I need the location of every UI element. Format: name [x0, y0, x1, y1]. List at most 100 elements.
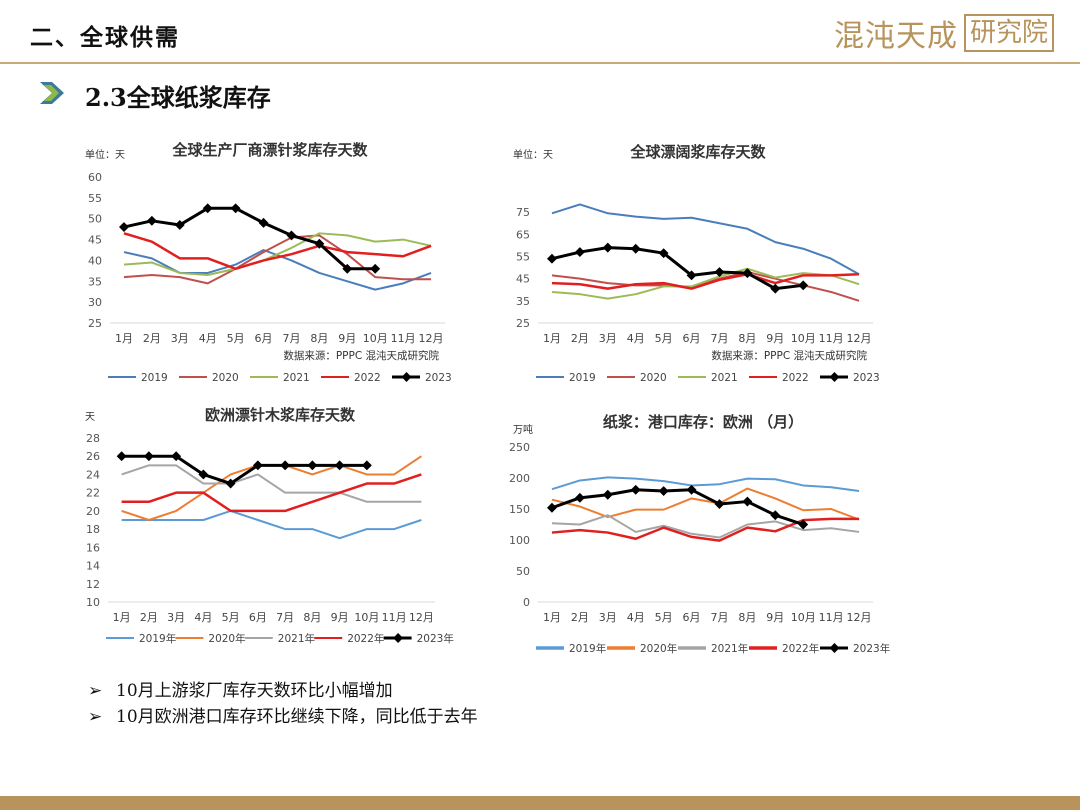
chart-title: 全球生产厂商漂针浆库存天数	[171, 141, 368, 159]
x-tick-label: 6月	[683, 332, 701, 345]
y-tick-label: 20	[86, 505, 100, 518]
x-tick-label: 4月	[194, 611, 212, 624]
y-tick-label: 50	[88, 213, 102, 226]
x-tick-label: 8月	[738, 332, 756, 345]
x-tick-label: 11月	[382, 611, 407, 624]
x-tick-label: 3月	[599, 332, 617, 345]
x-tick-label: 7月	[276, 611, 294, 624]
data-point-marker	[370, 263, 381, 274]
x-tick-label: 1月	[543, 332, 561, 345]
footer-band	[0, 796, 1080, 810]
series-line-2020	[123, 234, 432, 285]
y-tick-label: 24	[86, 468, 100, 481]
section-title: 2.3全球纸浆库存	[85, 83, 271, 112]
bullet-text: 10月上游浆厂库存天数环比小幅增加	[116, 681, 393, 701]
x-tick-label: 8月	[310, 332, 328, 345]
y-tick-label: 75	[516, 206, 530, 219]
series-line-2023	[551, 246, 804, 291]
x-tick-label: 5月	[227, 332, 245, 345]
series-line-2021	[551, 267, 860, 300]
x-tick-label: 6月	[683, 611, 701, 624]
x-tick-label: 3月	[171, 332, 189, 345]
data-point-marker	[202, 203, 213, 214]
legend-marker	[829, 643, 840, 653]
y-tick-label: 35	[516, 295, 530, 308]
y-tick-label: 22	[86, 487, 100, 500]
x-tick-label: 10月	[354, 611, 379, 624]
x-tick-label: 9月	[331, 611, 349, 624]
data-point-marker	[146, 215, 157, 226]
page-title: 二、全球供需	[30, 24, 180, 51]
unit-label: 万吨	[513, 423, 533, 436]
data-point-marker	[174, 220, 185, 230]
y-tick-label: 55	[88, 192, 102, 205]
x-tick-label: 1月	[115, 332, 133, 345]
data-point-marker	[630, 243, 641, 254]
data-point-marker	[574, 492, 585, 503]
y-tick-label: 40	[88, 254, 102, 267]
x-tick-label: 12月	[847, 611, 872, 624]
x-tick-label: 5月	[222, 611, 240, 624]
data-point-marker	[602, 242, 613, 253]
data-point-marker	[143, 451, 154, 462]
data-point-marker	[280, 460, 291, 471]
unit-label: 单位：天	[85, 148, 125, 161]
x-tick-label: 11月	[391, 332, 416, 345]
legend-label: 2019年	[569, 642, 606, 655]
chart-global-hardwood-inventory: 全球漂阔浆库存天数 单位：天 25 35 45 55 65 75 1月 2月 3月 4月 5月 6月 7月 8…	[513, 143, 880, 384]
chart-global-softwood-inventory: 全球生产厂商漂针浆库存天数 单位：天 25 30 35 40 45 50 55 60 1月 2月 3月 4…	[85, 141, 452, 384]
y-tick-label: 28	[86, 432, 100, 445]
x-tick-label: 5月	[655, 332, 673, 345]
x-tick-label: 3月	[599, 611, 617, 624]
x-tick-label: 1月	[113, 611, 131, 624]
series-line-2019年	[121, 509, 422, 540]
legend-label: 2022	[354, 372, 381, 384]
x-tick-label: 9月	[338, 332, 356, 345]
legend-label: 2023	[853, 372, 880, 384]
y-tick-label: 10	[86, 596, 100, 609]
y-tick-label: 150	[509, 503, 530, 516]
logo-text: 混沌天成	[833, 19, 958, 54]
bullet-list: ➢ 10月上游浆厂库存天数环比小幅增加 ➢ 10月欧洲港口库存环比继续下降，同比…	[88, 678, 478, 730]
data-point-marker	[658, 486, 669, 496]
legend-label: 2020	[640, 372, 667, 384]
data-point-marker	[258, 217, 269, 228]
x-tick-label: 6月	[249, 611, 267, 624]
legend-marker	[393, 633, 404, 643]
x-tick-label: 7月	[710, 332, 728, 345]
series-line-2019年	[551, 476, 860, 493]
chart-title: 欧洲漂针木浆库存天数	[205, 406, 356, 424]
x-tick-label: 9月	[766, 611, 784, 624]
legend-label: 2020年	[208, 632, 245, 645]
x-tick-label: 11月	[819, 611, 844, 624]
x-tick-label: 4月	[199, 332, 217, 345]
chart-title: 纸浆：港口库存：欧洲 （月）	[603, 413, 803, 431]
bullet-text: 10月欧洲港口库存环比继续下降，同比低于去年	[116, 707, 478, 727]
y-tick-label: 12	[86, 578, 100, 591]
data-point-marker	[770, 510, 781, 521]
bullet-item: ➢ 10月上游浆厂库存天数环比小幅增加	[88, 678, 478, 704]
legend-label: 2021	[711, 372, 738, 384]
y-tick-label: 100	[509, 534, 530, 547]
y-tick-label: 60	[88, 171, 102, 184]
data-point-marker	[602, 489, 613, 500]
data-point-marker	[547, 253, 557, 264]
y-tick-label: 250	[509, 441, 530, 454]
y-tick-label: 200	[509, 472, 530, 485]
unit-label: 单位：天	[513, 148, 553, 161]
legend-label: 2019	[569, 372, 596, 384]
data-point-marker	[334, 460, 345, 471]
x-tick-label: 10月	[791, 611, 816, 624]
legend-label: 2022年	[782, 642, 819, 655]
series-line-2023	[123, 206, 376, 271]
legend-label: 2021年	[711, 642, 748, 655]
data-point-marker	[742, 496, 753, 507]
legend-label: 2021年	[278, 632, 315, 645]
x-tick-label: 4月	[627, 332, 645, 345]
x-tick-label: 7月	[710, 611, 728, 624]
series-line-2023年	[551, 488, 804, 526]
unit-label: 天	[85, 412, 95, 423]
x-tick-label: 7月	[282, 332, 300, 345]
source-note: 数据来源：PPPC 混沌天成研究院	[711, 349, 867, 362]
legend-marker	[401, 372, 412, 382]
